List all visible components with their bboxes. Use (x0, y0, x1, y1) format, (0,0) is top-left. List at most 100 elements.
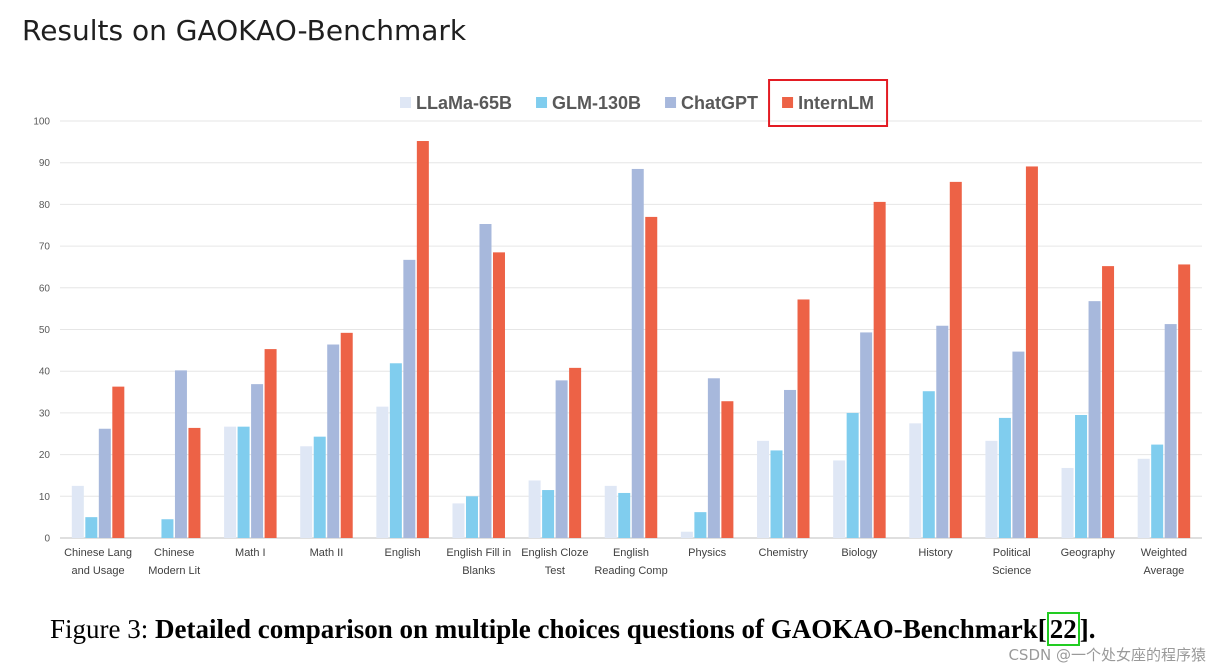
watermark: CSDN @一个处女座的程序猿 (1008, 646, 1206, 664)
y-axis-ticks: 0 10 20 30 40 50 60 70 80 90 100 (33, 117, 50, 545)
bar-llama-65b (224, 426, 237, 538)
caption-cite-close: ]. (1079, 614, 1096, 644)
x-tick-label: Modern Lit (148, 565, 200, 577)
page-title: Results on GAOKAO-Benchmark (22, 14, 467, 47)
bar-chart: 0 10 20 30 40 50 60 70 80 90 100 Chinese Lang and U… (33, 79, 1202, 577)
bar-internlm (112, 386, 125, 538)
bars (71, 141, 1191, 539)
x-tick-label: Physics (688, 547, 726, 559)
bar-internlm (797, 299, 810, 538)
y-tick-label: 100 (33, 117, 50, 128)
y-tick-label: 30 (39, 408, 51, 419)
x-tick-label: Reading Comp (594, 565, 667, 577)
bar-llama-65b (909, 423, 922, 538)
caption-text: Detailed comparison on multiple choices … (155, 614, 1038, 644)
x-tick-label: Math I (235, 547, 266, 559)
bar-chatgpt (860, 332, 873, 538)
legend-swatch (536, 97, 548, 108)
bar-glm-130b (1151, 444, 1164, 538)
bar-internlm (416, 141, 429, 538)
x-tick-label: English (385, 547, 421, 559)
bar-glm-130b (389, 363, 402, 538)
x-tick-label: Science (992, 565, 1031, 577)
y-tick-label: 90 (39, 158, 51, 169)
x-tick-label: and Usage (71, 565, 124, 577)
bar-internlm (264, 349, 277, 538)
bar-internlm (569, 367, 582, 538)
gridlines (60, 120, 1202, 539)
y-tick-label: 0 (44, 534, 50, 545)
bar-chatgpt (403, 259, 416, 538)
x-tick-label: English (613, 547, 649, 559)
bar-internlm (873, 201, 886, 538)
x-axis-labels: Chinese Lang and Usage Chinese Modern Lit Ma… (64, 547, 1187, 577)
bar-chatgpt (936, 325, 949, 538)
legend-label: GLM-130B (552, 93, 641, 113)
figure-caption: Figure 3: Detailed comparison on multipl… (50, 612, 1096, 646)
x-tick-label: Math II (310, 547, 344, 559)
bar-glm-130b (1075, 414, 1088, 538)
bar-internlm (645, 216, 658, 538)
y-tick-label: 10 (39, 492, 51, 503)
legend-label: InternLM (798, 93, 874, 113)
bar-chatgpt (784, 389, 797, 538)
x-tick-label: History (918, 547, 953, 559)
caption-prefix: Figure 3: (50, 614, 155, 644)
bar-chatgpt (1164, 324, 1177, 538)
bar-llama-65b (376, 406, 389, 538)
x-tick-label: Chinese Lang (64, 547, 132, 559)
y-tick-label: 40 (39, 367, 51, 378)
bar-glm-130b (922, 391, 935, 538)
caption-cite-open: [ (1037, 614, 1047, 644)
bar-chatgpt (98, 428, 111, 538)
bar-chatgpt (479, 223, 492, 538)
bar-chatgpt (327, 344, 340, 538)
bar-chatgpt (631, 168, 644, 538)
bar-internlm (188, 427, 201, 538)
bar-chatgpt (174, 370, 187, 538)
x-tick-label: Weighted (1141, 547, 1187, 559)
x-tick-label: Political (993, 547, 1031, 559)
bar-glm-130b (694, 512, 707, 538)
x-tick-label: Geography (1061, 547, 1116, 559)
x-tick-label: Blanks (462, 565, 496, 577)
legend-swatch (782, 97, 794, 108)
bar-llama-65b (680, 531, 693, 538)
citation-link[interactable]: 22 (1046, 612, 1080, 646)
bar-chatgpt (707, 378, 720, 538)
bar-llama-65b (452, 503, 465, 538)
legend-swatch (665, 97, 677, 108)
bar-internlm (721, 401, 734, 538)
bar-internlm (1178, 264, 1191, 538)
bar-glm-130b (465, 496, 478, 538)
bar-llama-65b (1137, 458, 1150, 538)
bar-internlm (1025, 166, 1038, 538)
bar-glm-130b (313, 436, 326, 538)
x-tick-label: Biology (841, 547, 878, 559)
bar-chatgpt (1088, 301, 1101, 538)
x-tick-label: Chemistry (759, 547, 809, 559)
bar-internlm (492, 252, 505, 539)
bar-llama-65b (757, 440, 770, 538)
bar-glm-130b (770, 450, 783, 538)
highlight-box (768, 79, 889, 127)
bar-llama-65b (71, 485, 84, 538)
bar-internlm (340, 332, 353, 538)
y-tick-label: 50 (39, 325, 51, 336)
y-tick-label: 60 (39, 283, 51, 294)
bar-llama-65b (604, 485, 617, 538)
bar-internlm (949, 181, 962, 538)
bar-chatgpt (1012, 351, 1025, 538)
bar-internlm (1102, 266, 1115, 538)
x-tick-label: Average (1144, 565, 1185, 577)
y-tick-label: 80 (39, 200, 51, 211)
bar-glm-130b (618, 492, 631, 538)
bar-glm-130b (846, 412, 859, 538)
bar-glm-130b (161, 519, 174, 538)
bar-llama-65b (833, 460, 846, 538)
y-tick-label: 70 (39, 242, 51, 253)
bar-glm-130b (237, 426, 250, 538)
x-tick-label: Chinese (154, 547, 194, 559)
legend-label: ChatGPT (681, 93, 758, 113)
bar-llama-65b (300, 446, 313, 538)
